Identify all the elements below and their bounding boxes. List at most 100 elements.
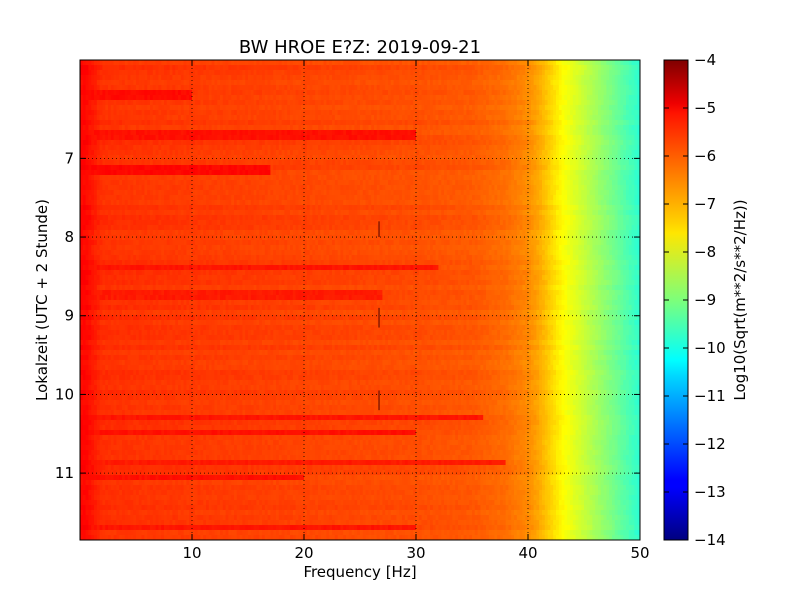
heatmap-cell — [595, 145, 599, 151]
heatmap-cell — [197, 155, 201, 161]
heatmap-cell — [533, 145, 537, 151]
heatmap-cell — [222, 125, 226, 131]
heatmap-cell — [141, 175, 145, 181]
heatmap-cell — [472, 125, 476, 131]
heatmap-cell — [172, 75, 176, 81]
heatmap-cell — [186, 80, 190, 86]
heatmap-cell — [371, 115, 375, 121]
heatmap-cell — [382, 150, 386, 156]
heatmap-cell — [609, 70, 613, 76]
heatmap-cell — [301, 80, 305, 86]
heatmap-cell — [407, 120, 411, 126]
heatmap-cell — [388, 60, 392, 66]
heatmap-cell — [292, 70, 296, 76]
heatmap-cell — [570, 165, 574, 171]
heatmap-cell — [374, 85, 378, 91]
heatmap-cell — [424, 70, 428, 76]
heatmap-cell — [500, 125, 504, 131]
heatmap-cell — [371, 85, 375, 91]
heatmap-cell — [116, 175, 120, 181]
heatmap-cell — [281, 65, 285, 71]
heatmap-cell — [558, 160, 562, 166]
heatmap-cell — [486, 180, 490, 186]
heatmap-cell — [122, 125, 126, 131]
heatmap-cell — [589, 175, 593, 181]
heatmap-cell — [194, 75, 198, 81]
heatmap-cell — [147, 70, 151, 76]
heatmap-cell — [570, 70, 574, 76]
heatmap-cell — [264, 85, 268, 91]
heatmap-cell — [264, 175, 268, 181]
heatmap-cell — [589, 135, 593, 141]
heatmap-cell — [150, 125, 154, 131]
heatmap-cell — [203, 65, 207, 71]
heatmap-cell — [477, 125, 481, 131]
heatmap-cell — [567, 170, 571, 176]
heatmap-cell — [511, 75, 515, 81]
heatmap-cell — [528, 100, 532, 106]
heatmap-cell — [222, 100, 226, 106]
heatmap-cell — [606, 60, 610, 66]
heatmap-cell — [612, 140, 616, 146]
heatmap-cell — [225, 160, 229, 166]
heatmap-cell — [351, 125, 355, 131]
heatmap-cell — [427, 150, 431, 156]
heatmap-cell — [407, 145, 411, 151]
heatmap-cell — [539, 130, 543, 136]
heatmap-cell — [306, 155, 310, 161]
heatmap-cell — [194, 160, 198, 166]
heatmap-cell — [166, 125, 170, 131]
heatmap-cell — [567, 135, 571, 141]
heatmap-cell — [575, 70, 579, 76]
heatmap-cell — [390, 175, 394, 181]
heatmap-cell — [472, 60, 476, 66]
heatmap-cell — [130, 125, 134, 131]
heatmap-cell — [270, 105, 274, 111]
heatmap-cell — [446, 155, 450, 161]
heatmap-cell — [581, 180, 585, 186]
heatmap-cell — [376, 145, 380, 151]
heatmap-cell — [326, 160, 330, 166]
heatmap-cell — [514, 130, 518, 136]
heatmap-cell — [161, 70, 165, 76]
heatmap-cell — [94, 160, 98, 166]
heatmap-cell — [141, 160, 145, 166]
heatmap-cell — [374, 90, 378, 96]
heatmap-cell — [197, 115, 201, 121]
heatmap-cell — [200, 95, 204, 101]
heatmap-cell — [161, 135, 165, 141]
heatmap-cell — [374, 135, 378, 141]
heatmap-cell — [634, 60, 638, 66]
heatmap-cell — [130, 180, 134, 186]
heatmap-cell — [231, 160, 235, 166]
heatmap-cell — [528, 60, 532, 66]
heatmap-cell — [542, 75, 546, 81]
heatmap-cell — [536, 160, 540, 166]
heatmap-cell — [127, 95, 131, 101]
heatmap-cell — [217, 130, 221, 136]
heatmap-cell — [318, 135, 322, 141]
heatmap-cell — [166, 150, 170, 156]
heatmap-cell — [441, 115, 445, 121]
heatmap-cell — [508, 160, 512, 166]
heatmap-cell — [404, 140, 408, 146]
heatmap-cell — [346, 115, 350, 121]
heatmap-cell — [144, 95, 148, 101]
heatmap-cell — [105, 105, 109, 111]
heatmap-cell — [592, 75, 596, 81]
heatmap-cell — [586, 145, 590, 151]
heatmap-cell — [522, 150, 526, 156]
heatmap-cell — [298, 135, 302, 141]
heatmap-cell — [276, 85, 280, 91]
heatmap-cell — [164, 100, 168, 106]
heatmap-cell — [130, 65, 134, 71]
heatmap-cell — [259, 115, 263, 121]
heatmap-cell — [80, 60, 84, 66]
heatmap-cell — [186, 130, 190, 136]
heatmap-cell — [620, 150, 624, 156]
heatmap-cell — [360, 60, 364, 66]
heatmap-cell — [570, 125, 574, 131]
heatmap-cell — [234, 140, 238, 146]
heatmap-cell — [354, 95, 358, 101]
heatmap-cell — [220, 80, 224, 86]
